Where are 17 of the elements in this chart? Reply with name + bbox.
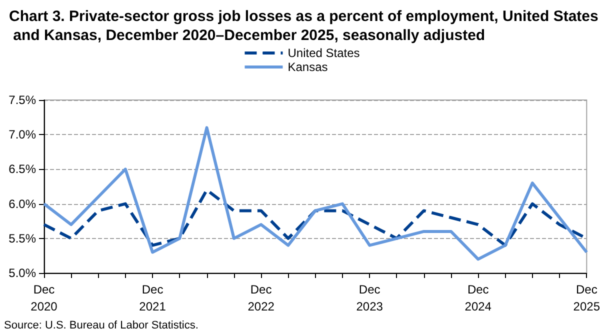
x-tick-label: Dec 2024	[464, 282, 492, 314]
x-tick-label: Dec 2020	[30, 282, 58, 314]
line-series	[42, 126, 588, 261]
y-tick-label: 7.0%	[8, 128, 36, 142]
chart-title: Chart 3. Private-sector gross job losses as a percent of employment, United States and Kansas, December 2020–December 2025, seasonally adjusted	[9, 8, 598, 44]
x-tick-label: Dec 2023	[356, 282, 384, 314]
x-tick-label: Dec 2025	[573, 282, 600, 314]
legend-label: United States	[288, 46, 360, 60]
y-tick-label: 5.5%	[8, 231, 36, 246]
x-tick-label: Dec 2022	[248, 282, 275, 314]
y-tick-label: 6.0%	[8, 196, 36, 211]
y-tick-label: 5.0%	[8, 266, 36, 280]
x-tick-label: Dec 2021	[139, 282, 166, 314]
y-tick-label: 7.5%	[8, 93, 36, 107]
legend-label: Kansas	[288, 60, 328, 74]
source-note: Source: U.S. Bureau of Labor Statistics.	[4, 320, 198, 332]
y-tick-label: 6.5%	[8, 162, 36, 176]
